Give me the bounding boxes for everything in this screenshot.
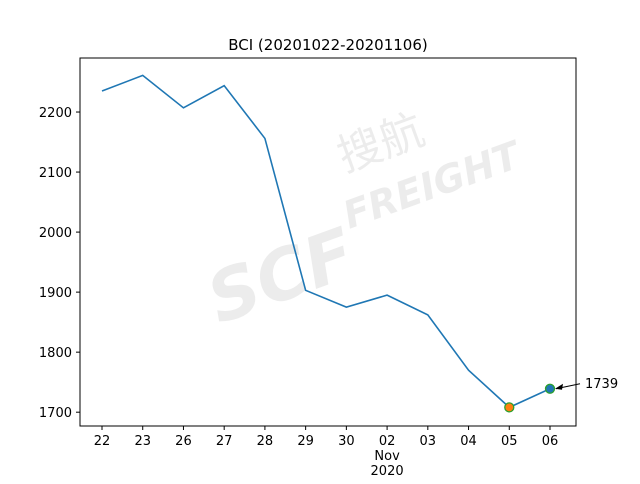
x-tick-label: 23: [134, 434, 151, 449]
y-tick-label: 2000: [39, 226, 72, 241]
watermark: SCF 搜航 FREIGHT: [197, 104, 529, 340]
line-series: [101, 74, 551, 409]
x-tick-label: 02 Nov 2020: [371, 434, 404, 479]
highlight-marker: [544, 383, 556, 394]
y-tick-label: 1800: [39, 346, 72, 361]
watermark-text: SCF: [197, 212, 366, 340]
plot-frame: [79, 57, 577, 427]
x-tick-label: 22: [94, 434, 111, 449]
annotation: 1739: [585, 377, 618, 392]
x-tick-label: 03: [420, 434, 437, 449]
annotation-arrowhead: [555, 383, 563, 390]
x-tick-label: 29: [297, 434, 314, 449]
x-tick-label: 06: [542, 434, 559, 449]
x-tick-label: 30: [338, 434, 355, 449]
y-tick-label: 1900: [39, 286, 72, 301]
y-tick-label: 2100: [39, 166, 72, 181]
x-tick-label: 04: [460, 434, 477, 449]
chart-title: BCI (20201022-20201106): [228, 36, 428, 54]
x-tick-label: 28: [257, 434, 274, 449]
y-tick-label: 2200: [39, 106, 72, 121]
x-tick-label: 26: [175, 434, 192, 449]
y-tick-label: 1700: [39, 406, 72, 421]
x-tick-label: 05: [501, 434, 518, 449]
x-tick-label: 27: [216, 434, 233, 449]
highlight-marker: [504, 402, 515, 413]
